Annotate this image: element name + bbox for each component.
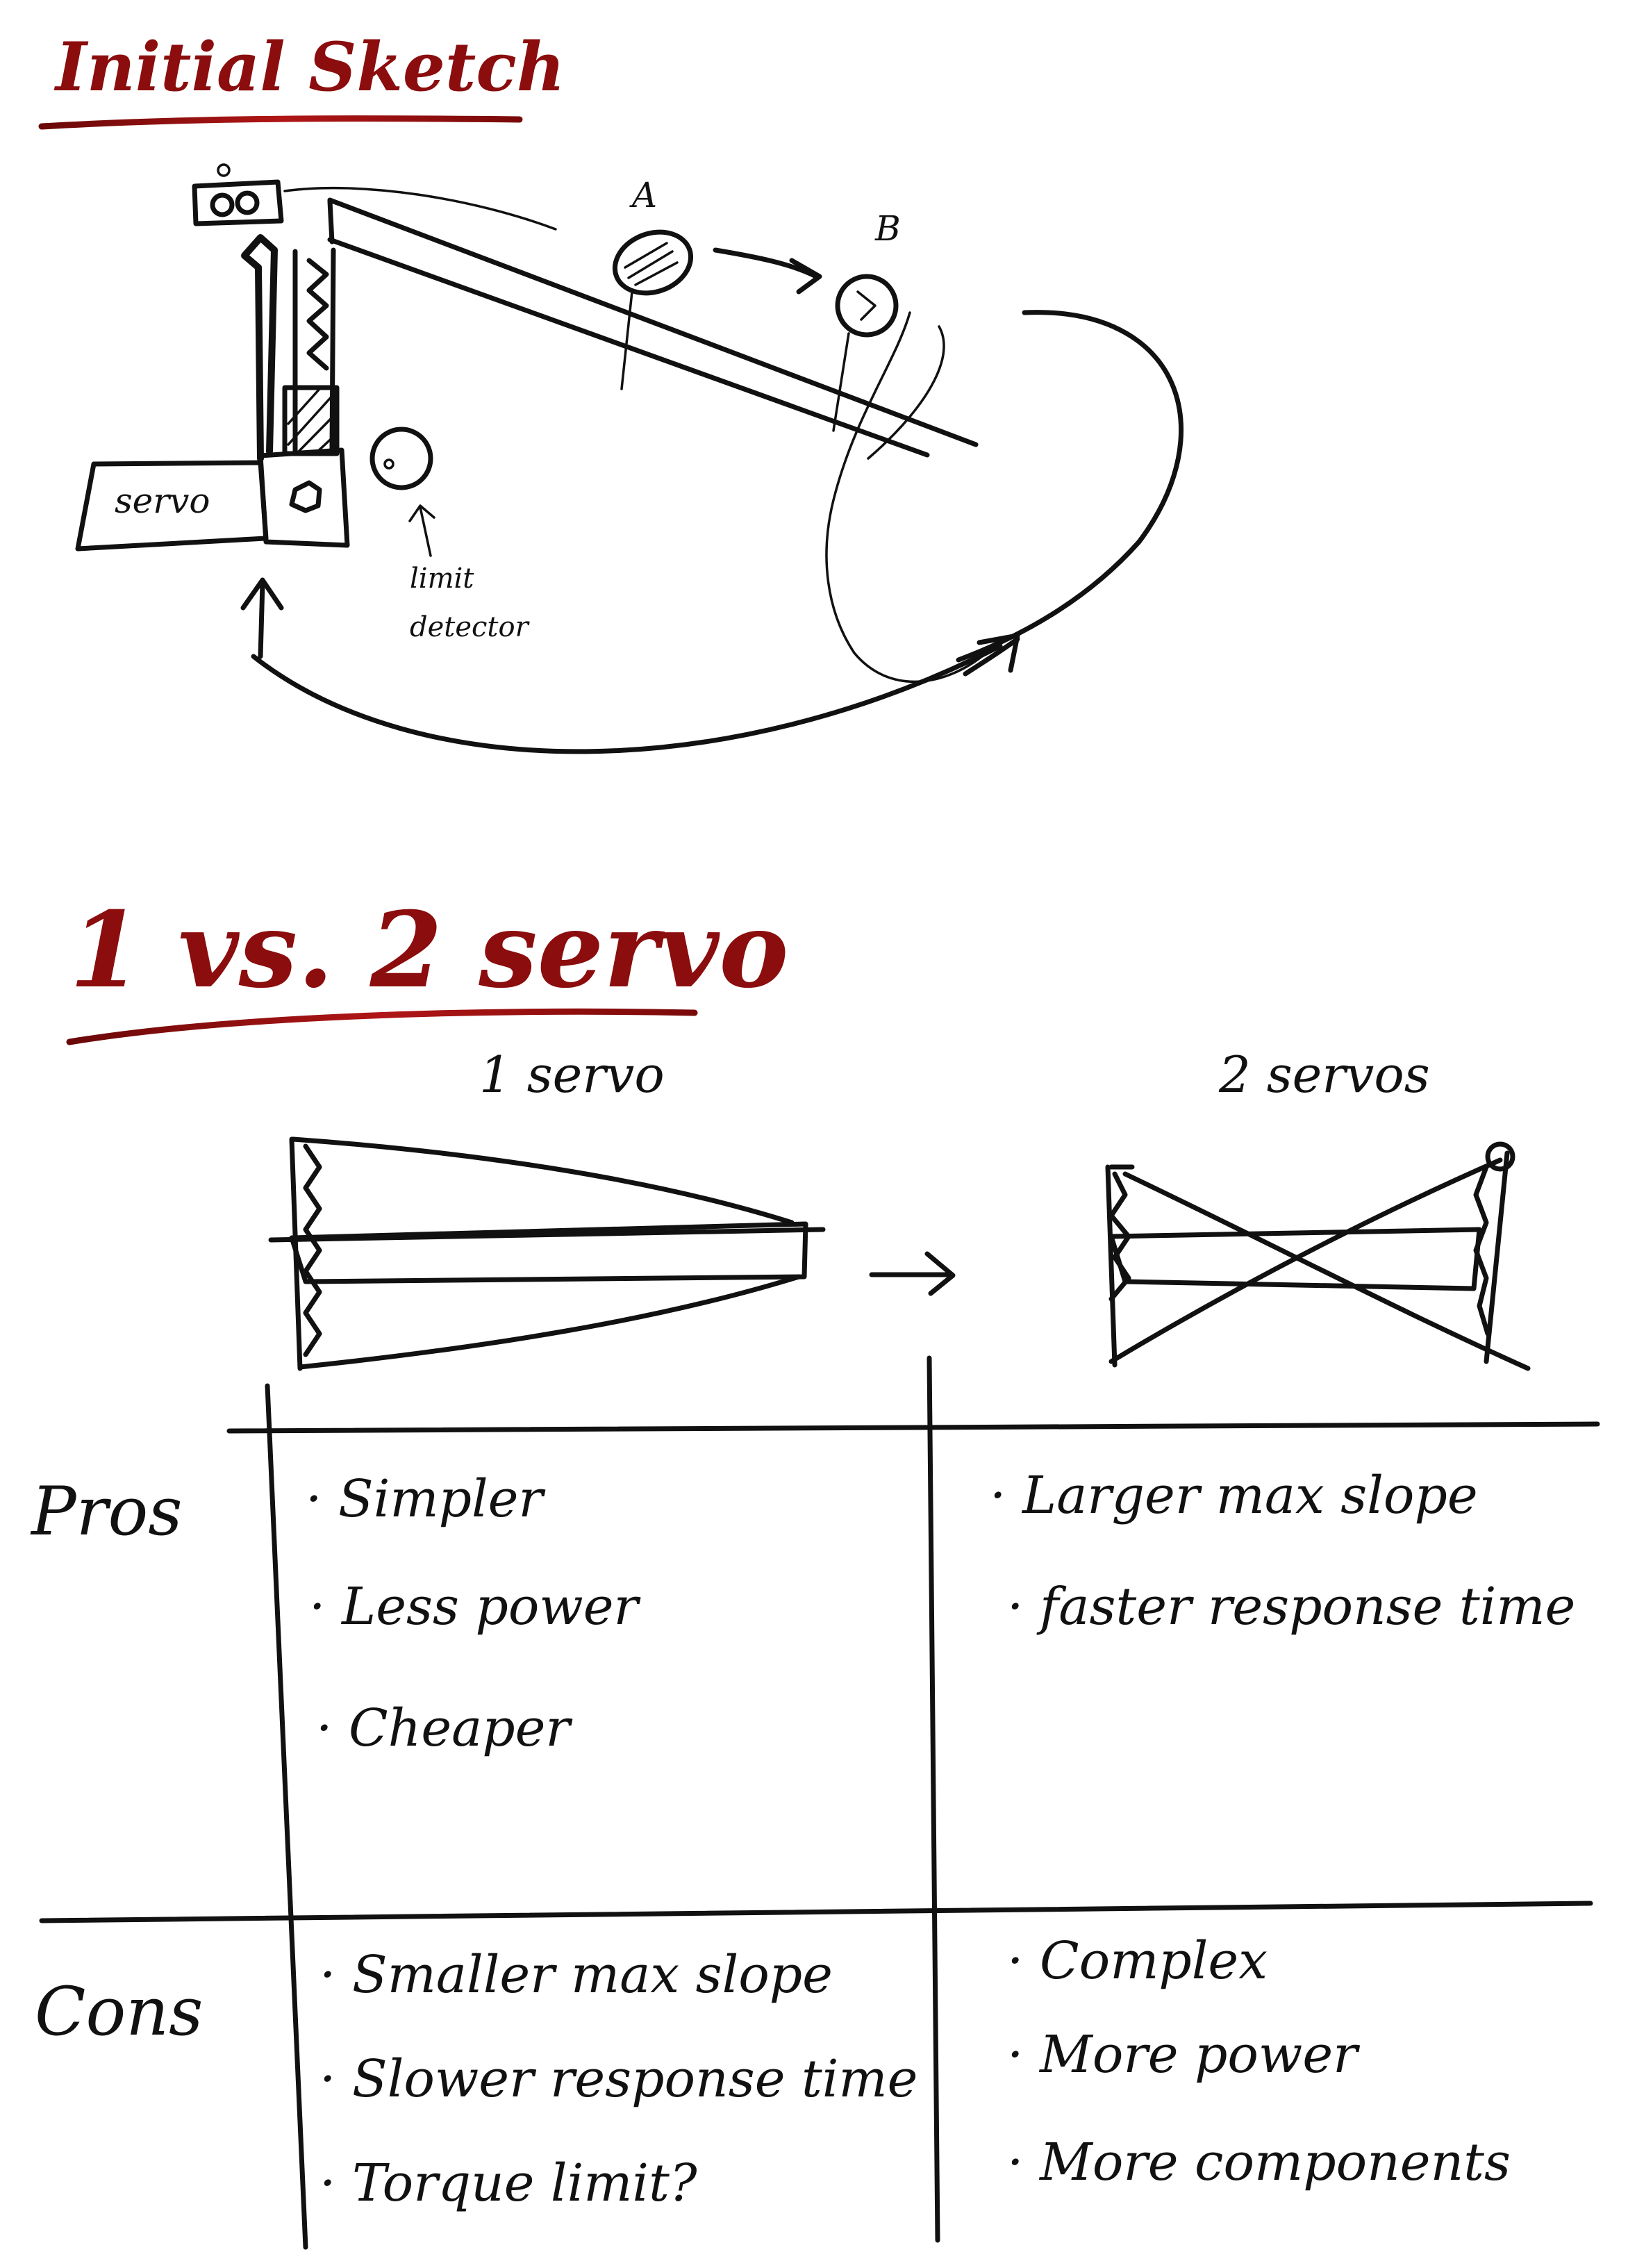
con-two-servo-3: More components bbox=[1040, 2133, 1511, 2192]
limit-detector-label-1: limit bbox=[410, 563, 474, 595]
con-two-servo-2: More power bbox=[1040, 2025, 1358, 2085]
list-item: · Smaller max slope bbox=[319, 1945, 833, 2005]
list-item: · Less power bbox=[309, 1577, 638, 1637]
list-item: · Larger max slope bbox=[990, 1466, 1478, 1525]
con-two-servo-1: Complex bbox=[1040, 1931, 1268, 1991]
column-header-two-servos: 2 servos bbox=[1219, 1045, 1430, 1104]
row-label-pros: Pros bbox=[31, 1473, 183, 1550]
two-servo-diagram bbox=[1105, 1141, 1531, 1371]
title-underline bbox=[38, 115, 523, 130]
column-header-one-servo: 1 servo bbox=[479, 1045, 665, 1104]
row-label-cons: Cons bbox=[35, 1973, 204, 2051]
list-item: · Simpler bbox=[306, 1469, 543, 1529]
point-a-label: A bbox=[632, 175, 658, 215]
con-one-servo-1: Smaller max slope bbox=[352, 1945, 833, 2005]
title-underline bbox=[66, 1008, 698, 1045]
con-one-servo-2: Slower response time bbox=[352, 2049, 918, 2109]
comparison-title: 1 vs. 2 servo bbox=[69, 889, 789, 1011]
point-b-label: B bbox=[875, 208, 901, 249]
list-item: · More power bbox=[1007, 2025, 1358, 2085]
limit-detector-label-2: detector bbox=[410, 611, 529, 643]
servo-label: servo bbox=[115, 481, 210, 521]
mechanism-drawing bbox=[75, 163, 1183, 754]
con-one-servo-3: Torque limit? bbox=[352, 2153, 697, 2213]
list-item: · Slower response time bbox=[319, 2049, 918, 2109]
comparison-grid bbox=[39, 1355, 1600, 2250]
list-item: · More components bbox=[1007, 2133, 1511, 2192]
list-item: · Torque limit? bbox=[319, 2153, 697, 2213]
list-item: · Cheaper bbox=[316, 1698, 570, 1758]
pro-one-servo-3: Cheaper bbox=[349, 1698, 570, 1758]
list-item: · Complex bbox=[1007, 1931, 1268, 1991]
pro-two-servo-1: Larger max slope bbox=[1022, 1466, 1478, 1525]
pro-two-servo-2: faster response time bbox=[1040, 1577, 1576, 1637]
one-servo-diagram bbox=[268, 1136, 956, 1371]
pro-one-servo-2: Less power bbox=[342, 1577, 638, 1637]
list-item: · faster response time bbox=[1007, 1577, 1576, 1637]
pro-one-servo-1: Simpler bbox=[338, 1469, 543, 1529]
sketch-title: Initial Sketch bbox=[56, 28, 565, 106]
